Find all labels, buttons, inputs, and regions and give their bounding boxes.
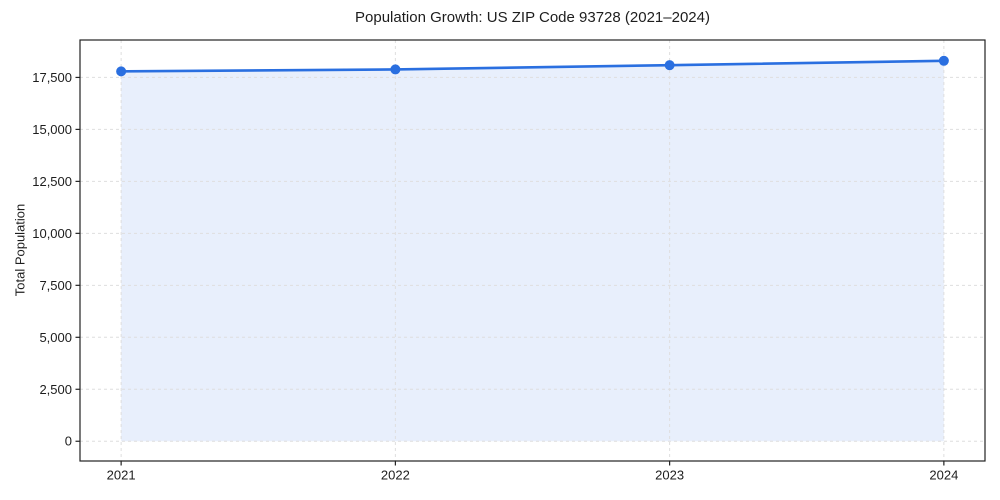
data-point-2022 [390,64,401,75]
y-tick-label-0: 0 [65,434,72,449]
data-point-2023 [664,60,675,71]
series-area-fill [121,60,944,442]
data-point-2024 [938,55,949,66]
x-tick-label-2021: 2021 [107,468,136,483]
plot-border [79,39,986,462]
y-tick-label-7500: 7,500 [39,278,72,293]
y-tick-label-10000: 10,000 [32,226,72,241]
x-tick-label-2024: 2024 [929,468,958,483]
y-tick-label-12500: 12,500 [32,174,72,189]
y-tick-label-17500: 17,500 [32,70,72,85]
chart-title: Population Growth: US ZIP Code 93728 (20… [355,9,710,26]
y-tick-label-15000: 15,000 [32,122,72,137]
y-tick-label-5000: 5,000 [39,330,72,345]
data-point-2021 [116,66,127,77]
x-tick-label-2023: 2023 [655,468,684,483]
series-line [119,59,946,73]
x-tick-label-2022: 2022 [381,468,410,483]
y-tick-label-2500: 2,500 [39,382,72,397]
